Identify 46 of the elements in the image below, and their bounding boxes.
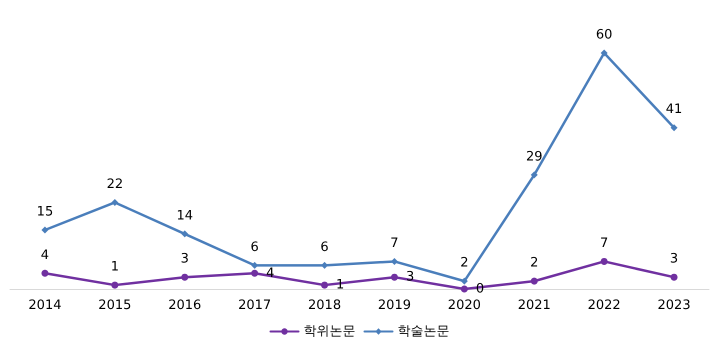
point <box>600 258 608 265</box>
legend-label: 학술논문 <box>398 324 450 339</box>
point <box>530 278 538 285</box>
data-label: 22 <box>106 176 124 192</box>
legend-label: 학위논문 <box>304 324 356 339</box>
point <box>321 282 328 289</box>
point <box>670 124 678 132</box>
x-tick-label: 2018 <box>308 298 342 313</box>
x-tick-label: 2021 <box>518 298 551 313</box>
data-label: 41 <box>666 102 682 118</box>
data-label: 15 <box>36 204 54 220</box>
x-tick-label: 2015 <box>98 298 132 313</box>
data-label: 6 <box>320 240 329 255</box>
x-tick-label: 2019 <box>378 298 411 313</box>
x-tick-label: 2022 <box>588 298 621 313</box>
data-label: 60 <box>596 28 612 42</box>
data-label: 29 <box>526 149 543 164</box>
data-label: 3 <box>180 252 189 267</box>
point <box>41 226 48 234</box>
point <box>251 262 258 269</box>
point <box>181 230 188 238</box>
data-label: 7 <box>390 236 399 251</box>
point <box>41 270 48 277</box>
point <box>111 198 118 206</box>
point <box>181 274 188 281</box>
data-label: 3 <box>670 252 678 267</box>
data-label: 2 <box>530 256 538 271</box>
x-tick-label: 2017 <box>238 298 272 313</box>
x-tick-label: 2020 <box>448 298 481 313</box>
data-label: 6 <box>250 240 259 255</box>
point <box>460 286 468 292</box>
x-tick-label: 2014 <box>28 298 62 313</box>
point <box>251 270 258 277</box>
data-label: 14 <box>176 208 194 224</box>
data-label: 1 <box>110 260 119 275</box>
point <box>670 274 678 281</box>
data-label: 7 <box>600 236 608 251</box>
point <box>390 274 398 281</box>
x-tick-label: 2023 <box>658 298 691 313</box>
point <box>600 50 608 56</box>
point <box>111 282 118 289</box>
data-label: 4 <box>40 248 50 263</box>
point <box>460 278 468 285</box>
data-label: 2 <box>460 256 468 271</box>
x-tick-label: 2016 <box>168 298 202 313</box>
point <box>530 171 538 178</box>
